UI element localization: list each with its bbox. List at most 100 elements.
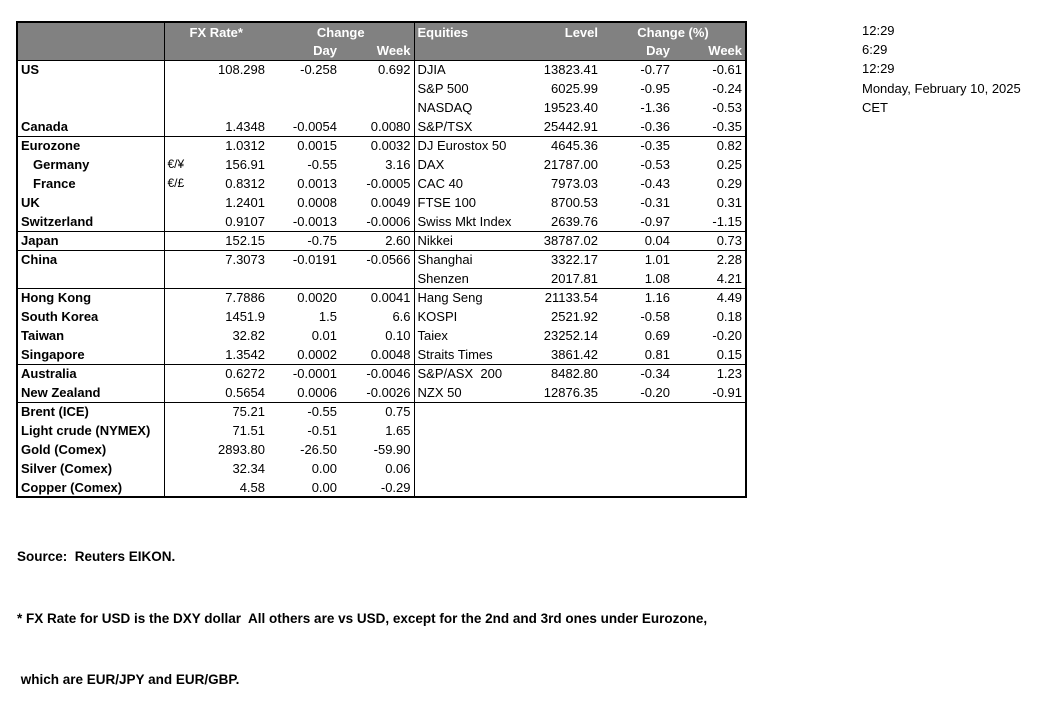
fx-rate-cell: 2893.80 [218,442,265,457]
fx-day-cell: -0.55 [307,157,337,172]
header-spacer [164,41,268,61]
country-cell: Switzerland [17,212,165,232]
table-row: France €/£ 0.8312 0.0013 -0.0005 CAC 40 … [17,174,746,193]
equity-week-cell: 0.15 [673,345,747,365]
fx-rate-cell: 108.298 [218,62,265,78]
header-eq-week: Week [673,41,747,61]
table-row: Hong Kong 7.7886 0.0020 0.0041 Hang Seng… [17,288,746,307]
fx-day-cell: -0.55 [307,404,337,420]
equity-name-cell [414,459,521,478]
header-spacer [414,41,522,61]
symbol-cell [164,307,202,326]
footnote-block: Source: Reuters EIKON. * FX Rate for USD… [17,506,707,711]
equity-day-cell [601,421,673,440]
fx-week-cell: 0.06 [340,459,415,478]
equity-day-cell: -0.95 [640,81,671,96]
fx-week-cell: -0.0006 [340,212,415,232]
fx-day-cell [268,79,340,98]
equity-day-cell: 1.01 [644,252,671,268]
symbol-cell [164,117,202,137]
equity-day-cell: -0.36 [601,117,674,137]
equity-level-cell: 13823.41 [543,62,599,78]
table-row: Brent (ICE) 75.21 -0.55 0.75 [17,402,746,421]
equity-level-cell: 6025.99 [551,81,599,96]
symbol-cell [164,79,202,98]
fx-day-cell: -0.0054 [268,117,340,137]
fx-week-cell: 1.65 [340,421,415,440]
symbol-cell [164,60,202,79]
fx-rate-cell: 71.51 [232,423,265,438]
equity-day-cell: -0.20 [601,383,674,403]
country-cell: Copper (Comex) [17,478,165,497]
equity-week-cell: -0.20 [712,328,743,343]
equity-name-cell: Hang Seng [417,290,483,306]
symbol-cell [164,364,202,383]
symbol-cell [164,98,202,117]
equity-level-cell: 8700.53 [551,195,599,210]
equity-level-cell: 19523.40 [543,100,599,115]
country-cell [17,98,165,117]
equity-name-cell: S&P/ASX 200 [417,366,503,382]
header-row-2: Day Week Day Week [17,41,747,61]
fx-rate-cell: 7.7886 [225,290,265,306]
fx-week-cell [340,269,415,289]
equity-day-cell: -0.53 [640,157,671,172]
equity-day-cell: -1.36 [640,100,671,115]
equity-level-cell: 4645.36 [551,138,599,154]
fx-week-cell: -0.0046 [340,364,415,383]
equity-level-cell [521,459,601,478]
equity-level-cell [521,478,601,497]
table-row: Copper (Comex) 4.58 0.00 -0.29 [17,478,746,497]
symbol-cell [164,402,202,421]
fx-week-cell: 0.0041 [340,288,415,307]
equity-day-cell: -0.43 [640,176,671,191]
table-row: Taiwan 32.82 0.01 0.10 Taiex 23252.14 0.… [17,326,746,345]
market-data-table: FX Rate* Change Equities Level Change (%… [16,21,748,498]
fx-week-cell [340,98,415,117]
country-cell: New Zealand [17,383,165,403]
fx-week-cell: 0.0032 [340,136,415,155]
equity-name-cell: CAC 40 [417,176,464,191]
country-cell: Canada [17,117,165,137]
country-cell: Brent (ICE) [17,402,165,421]
equity-level-cell: 3861.42 [521,345,602,365]
header-fx-day: Day [268,41,340,61]
country-cell: Eurozone [17,136,165,155]
equity-week-cell: 0.29 [716,176,743,191]
fx-week-cell: 0.10 [340,326,415,345]
fx-week-cell: 6.6 [340,307,415,326]
country-cell: China [17,250,165,269]
equity-name-cell: Nikkei [414,231,522,251]
symbol-cell [164,459,202,478]
symbol-cell [164,345,202,365]
equity-week-cell: -0.91 [673,383,747,403]
fx-rate-cell: 1.2401 [225,195,265,210]
fx-day-cell: -0.51 [307,423,337,438]
table-row: Canada 1.4348 -0.0054 0.0080 S&P/TSX 254… [17,117,747,137]
equity-week-cell: 4.49 [716,290,743,306]
equity-level-cell: 2017.81 [521,269,602,289]
header-eq-change-pct: Change (%) [601,22,747,41]
equity-day-cell [601,402,673,421]
equity-name-cell: Swiss Mkt Index [414,212,522,232]
fx-rate-cell: 0.5654 [202,383,268,403]
equity-level-cell [521,421,601,440]
equity-week-cell: -0.35 [673,117,747,137]
country-cell: Light crude (NYMEX) [17,421,165,440]
symbol-cell [164,269,202,289]
header-spacer [521,41,602,61]
timestamp-line: 6:29 [862,42,888,58]
fx-week-cell: -0.29 [340,478,415,497]
fx-day-cell [268,269,340,289]
equity-name-cell: DJ Eurostox 50 [417,138,507,154]
country-cell: Singapore [17,345,165,365]
equity-day-cell [601,440,673,459]
table-row: Shenzen 2017.81 1.08 4.21 [17,269,747,289]
country-cell: Germany [17,155,165,174]
symbol-cell [164,421,202,440]
header-fx-change: Change [268,22,415,41]
fx-rate-cell: 1.0312 [225,138,265,154]
equity-day-cell: 0.81 [601,345,674,365]
equity-week-cell [673,459,746,478]
table-row: Australia 0.6272 -0.0001 -0.0046 S&P/ASX… [17,364,746,383]
